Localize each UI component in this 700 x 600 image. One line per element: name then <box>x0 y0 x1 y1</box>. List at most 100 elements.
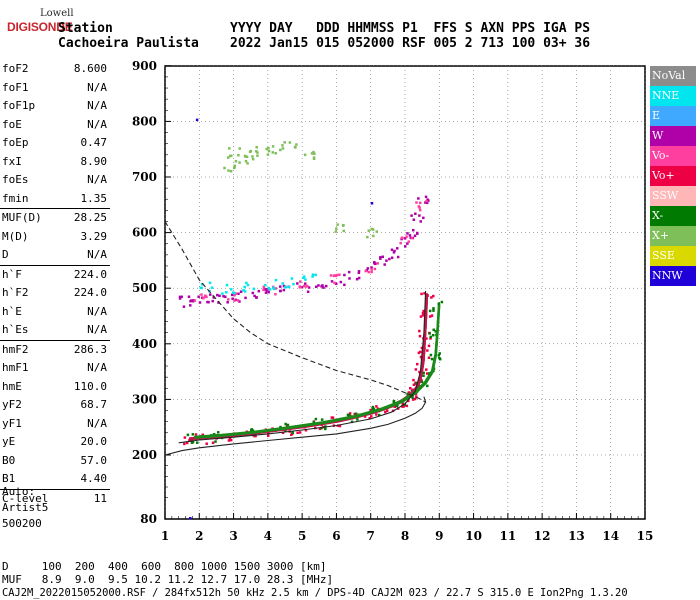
param-value: 57.0 <box>80 453 108 467</box>
data-point <box>423 292 426 295</box>
x-tick-label: 10 <box>465 529 482 543</box>
data-point <box>343 283 346 287</box>
trace-point <box>425 293 429 297</box>
param-row: D N/A <box>0 246 110 265</box>
data-point <box>211 441 215 445</box>
data-point <box>406 392 409 396</box>
data-point <box>366 235 369 239</box>
data-point <box>420 292 423 296</box>
data-point <box>427 356 431 360</box>
data-point <box>183 442 186 446</box>
data-point <box>214 440 217 443</box>
header-values: 2022 Jan15 015 052000 RSF 005 2 713 100 … <box>230 36 591 51</box>
data-point <box>370 227 373 231</box>
legend-item: NoVal <box>650 66 696 86</box>
data-point <box>407 240 411 243</box>
data-point <box>364 269 368 273</box>
trace-point <box>336 418 340 422</box>
data-point <box>430 314 434 317</box>
trace-point <box>321 421 324 425</box>
logo-line2: DIGISONDE <box>7 20 73 34</box>
data-point <box>357 276 361 280</box>
data-point <box>218 294 221 298</box>
data-point <box>370 202 374 205</box>
trace-point <box>266 428 269 432</box>
data-point <box>425 199 428 203</box>
data-point <box>292 282 295 286</box>
data-point <box>422 309 425 313</box>
trace-point <box>227 433 230 437</box>
param-row: M(D) 3.29 <box>0 228 110 247</box>
data-point <box>373 260 376 264</box>
data-point <box>302 284 306 288</box>
trace-point <box>290 425 293 429</box>
data-point <box>221 292 224 295</box>
data-point <box>216 431 220 434</box>
param-name: fmin <box>2 191 29 205</box>
param-row: foEp 0.47 <box>0 134 110 153</box>
auto-scaling-info: Auto: Artist5 500200 <box>2 484 48 532</box>
trace-point <box>252 430 256 434</box>
trace-point <box>261 429 264 433</box>
data-point <box>410 214 413 217</box>
data-point <box>425 201 429 205</box>
data-point <box>185 441 189 445</box>
data-point <box>363 415 367 418</box>
data-point <box>431 333 435 337</box>
data-point <box>412 218 416 221</box>
param-value: 20.0 <box>80 435 108 448</box>
data-point <box>217 301 220 304</box>
trace-point <box>292 425 295 429</box>
data-point <box>203 295 207 299</box>
data-point <box>295 143 298 146</box>
trace-point <box>228 433 232 437</box>
param-value: N/A <box>87 416 107 430</box>
param-row: fxI 8.90 <box>0 153 110 172</box>
data-point <box>293 145 297 149</box>
param-name: foEs <box>2 173 29 186</box>
data-point <box>310 152 314 155</box>
data-point <box>432 328 435 332</box>
data-point <box>283 141 286 144</box>
param-row: foF1p N/A <box>0 97 110 116</box>
data-point <box>375 405 378 408</box>
param-name: yE <box>2 435 16 448</box>
trace-point <box>218 434 221 438</box>
param-row: hmF1 N/A <box>0 359 110 378</box>
data-point <box>238 147 241 150</box>
trace-point <box>244 431 247 435</box>
trace-point <box>350 415 353 419</box>
trace-point <box>237 432 240 436</box>
data-point <box>312 420 316 424</box>
auto-artist: Artist5 <box>2 501 49 514</box>
trace-point <box>283 426 287 430</box>
data-point <box>335 227 338 230</box>
data-point <box>278 285 282 288</box>
data-point <box>254 149 258 153</box>
data-point <box>430 296 433 299</box>
data-point <box>300 285 304 289</box>
param-value: 8.90 <box>80 154 108 168</box>
trace-point <box>316 422 319 426</box>
x-tick-label: 9 <box>435 529 443 543</box>
data-point <box>237 292 240 296</box>
data-point <box>298 285 302 288</box>
data-point <box>212 296 215 299</box>
param-row: foE N/A <box>0 116 110 135</box>
trace-point <box>275 427 278 431</box>
data-point <box>392 400 396 404</box>
data-point <box>291 431 294 434</box>
data-point <box>227 298 230 301</box>
data-point <box>412 378 415 382</box>
data-point <box>227 439 231 442</box>
param-row: yE 20.0 <box>0 433 110 452</box>
data-point <box>251 155 254 158</box>
data-point <box>372 234 375 238</box>
data-point <box>233 293 236 297</box>
data-point <box>208 281 212 285</box>
data-point <box>403 237 407 240</box>
data-point <box>281 144 284 147</box>
data-point <box>227 169 230 172</box>
data-point <box>320 426 323 430</box>
data-point <box>420 380 424 384</box>
